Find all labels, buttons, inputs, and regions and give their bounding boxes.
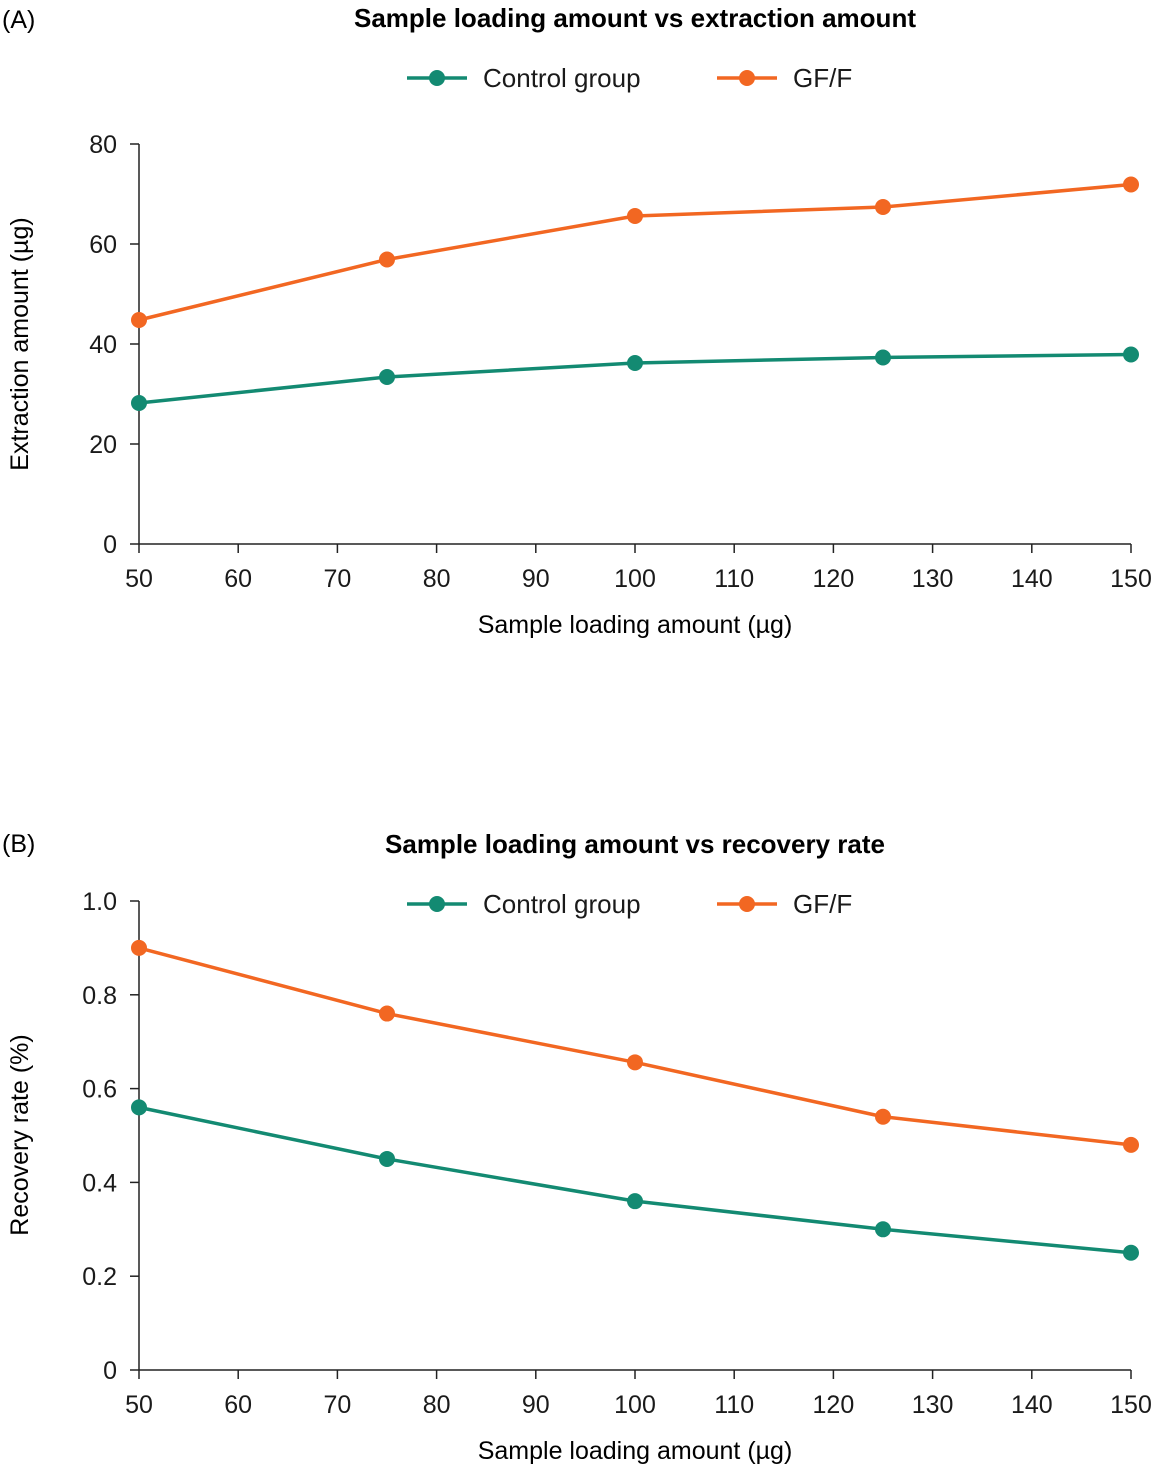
- data-point-gf-f-a: [627, 208, 643, 224]
- data-point-gf-f-b: [1123, 1136, 1139, 1153]
- series-line-gf-f-a: [138, 182, 1132, 322]
- data-point-control-group-a: [875, 349, 891, 366]
- legend-marker-control-group-b: [429, 896, 445, 912]
- legend-marker-control-group-a: [429, 70, 445, 86]
- legend-marker-gf-f-a: [739, 70, 755, 86]
- x-tick-label-b: 100: [614, 1391, 656, 1419]
- panel-label-a: (A): [2, 6, 35, 34]
- data-point-control-group-b: [875, 1221, 891, 1238]
- data-point-gf-f-b: [379, 1005, 395, 1022]
- y-tick-label-a: 20: [89, 431, 117, 459]
- chart-title-b: Sample loading amount vs recovery rate: [385, 829, 885, 859]
- y-tick-label-b: 0.4: [82, 1169, 117, 1197]
- data-point-gf-f-a: [379, 251, 395, 268]
- data-point-control-group-a: [131, 395, 147, 411]
- y-tick-label-a: 80: [89, 131, 117, 159]
- x-tick-label-a: 130: [912, 565, 954, 593]
- x-tick-label-b: 70: [323, 1391, 351, 1419]
- y-tick-label-b: 0.6: [82, 1076, 117, 1104]
- x-axis-label-b: Sample loading amount (µg): [478, 1437, 793, 1465]
- x-tick-label-b: 90: [522, 1391, 550, 1419]
- x-tick-label-b: 140: [1011, 1391, 1053, 1419]
- y-tick-label-b: 1.0: [82, 888, 117, 916]
- legend-label-control-group-a: Control group: [483, 63, 641, 93]
- x-tick-label-a: 90: [522, 565, 550, 593]
- x-tick-label-b: 120: [813, 1391, 855, 1419]
- data-point-gf-f-a: [875, 199, 891, 215]
- x-tick-label-b: 150: [1110, 1391, 1152, 1419]
- y-axis-label-b: Recovery rate (%): [6, 1034, 34, 1235]
- y-tick-label-a: 0: [103, 531, 117, 559]
- x-tick-label-b: 60: [224, 1391, 252, 1419]
- x-tick-label-a: 50: [125, 565, 153, 593]
- data-point-control-group-a: [1123, 346, 1139, 363]
- x-tick-label-a: 80: [423, 565, 451, 593]
- data-point-gf-f-a: [1123, 176, 1139, 193]
- panel-label-b: (B): [2, 830, 35, 858]
- x-tick-label-a: 60: [224, 565, 252, 593]
- data-point-control-group-a: [379, 369, 395, 385]
- data-point-control-group-b: [627, 1193, 643, 1210]
- x-tick-label-a: 140: [1011, 565, 1053, 593]
- chart-title-a: Sample loading amount vs extraction amou…: [354, 3, 916, 33]
- y-tick-label-b: 0.2: [82, 1263, 117, 1291]
- legend-label-gf-f-a: GF/F: [793, 63, 852, 93]
- x-tick-label-b: 130: [912, 1391, 954, 1419]
- data-point-control-group-b: [379, 1150, 395, 1167]
- data-point-control-group-b: [1123, 1244, 1139, 1261]
- x-tick-label-a: 70: [323, 565, 351, 593]
- series-line-gf-f-b: [138, 946, 1132, 1147]
- y-tick-label-b: 0: [103, 1357, 117, 1385]
- y-axis-label-a: Extraction amount (µg): [6, 217, 34, 470]
- x-tick-label-a: 150: [1110, 565, 1152, 593]
- y-tick-label-b: 0.8: [82, 982, 117, 1010]
- x-tick-label-a: 120: [813, 565, 855, 593]
- legend-label-gf-f-b: GF/F: [793, 889, 852, 919]
- data-point-control-group-b: [131, 1099, 147, 1116]
- data-point-gf-f-b: [131, 939, 147, 956]
- y-tick-label-a: 60: [89, 231, 117, 259]
- x-tick-label-b: 80: [423, 1391, 451, 1419]
- data-point-gf-f-b: [875, 1108, 891, 1125]
- legend-marker-gf-f-b: [739, 896, 755, 912]
- x-axis-label-a: Sample loading amount (µg): [478, 611, 793, 639]
- data-point-gf-f-b: [627, 1054, 643, 1071]
- data-point-gf-f-a: [131, 312, 147, 328]
- x-tick-label-a: 100: [614, 565, 656, 593]
- y-tick-label-a: 40: [89, 331, 117, 359]
- data-point-control-group-a: [627, 355, 643, 371]
- legend-label-control-group-b: Control group: [483, 889, 641, 919]
- x-tick-label-b: 110: [714, 1391, 754, 1419]
- x-tick-label-b: 50: [125, 1391, 153, 1419]
- x-tick-label-a: 110: [714, 565, 754, 593]
